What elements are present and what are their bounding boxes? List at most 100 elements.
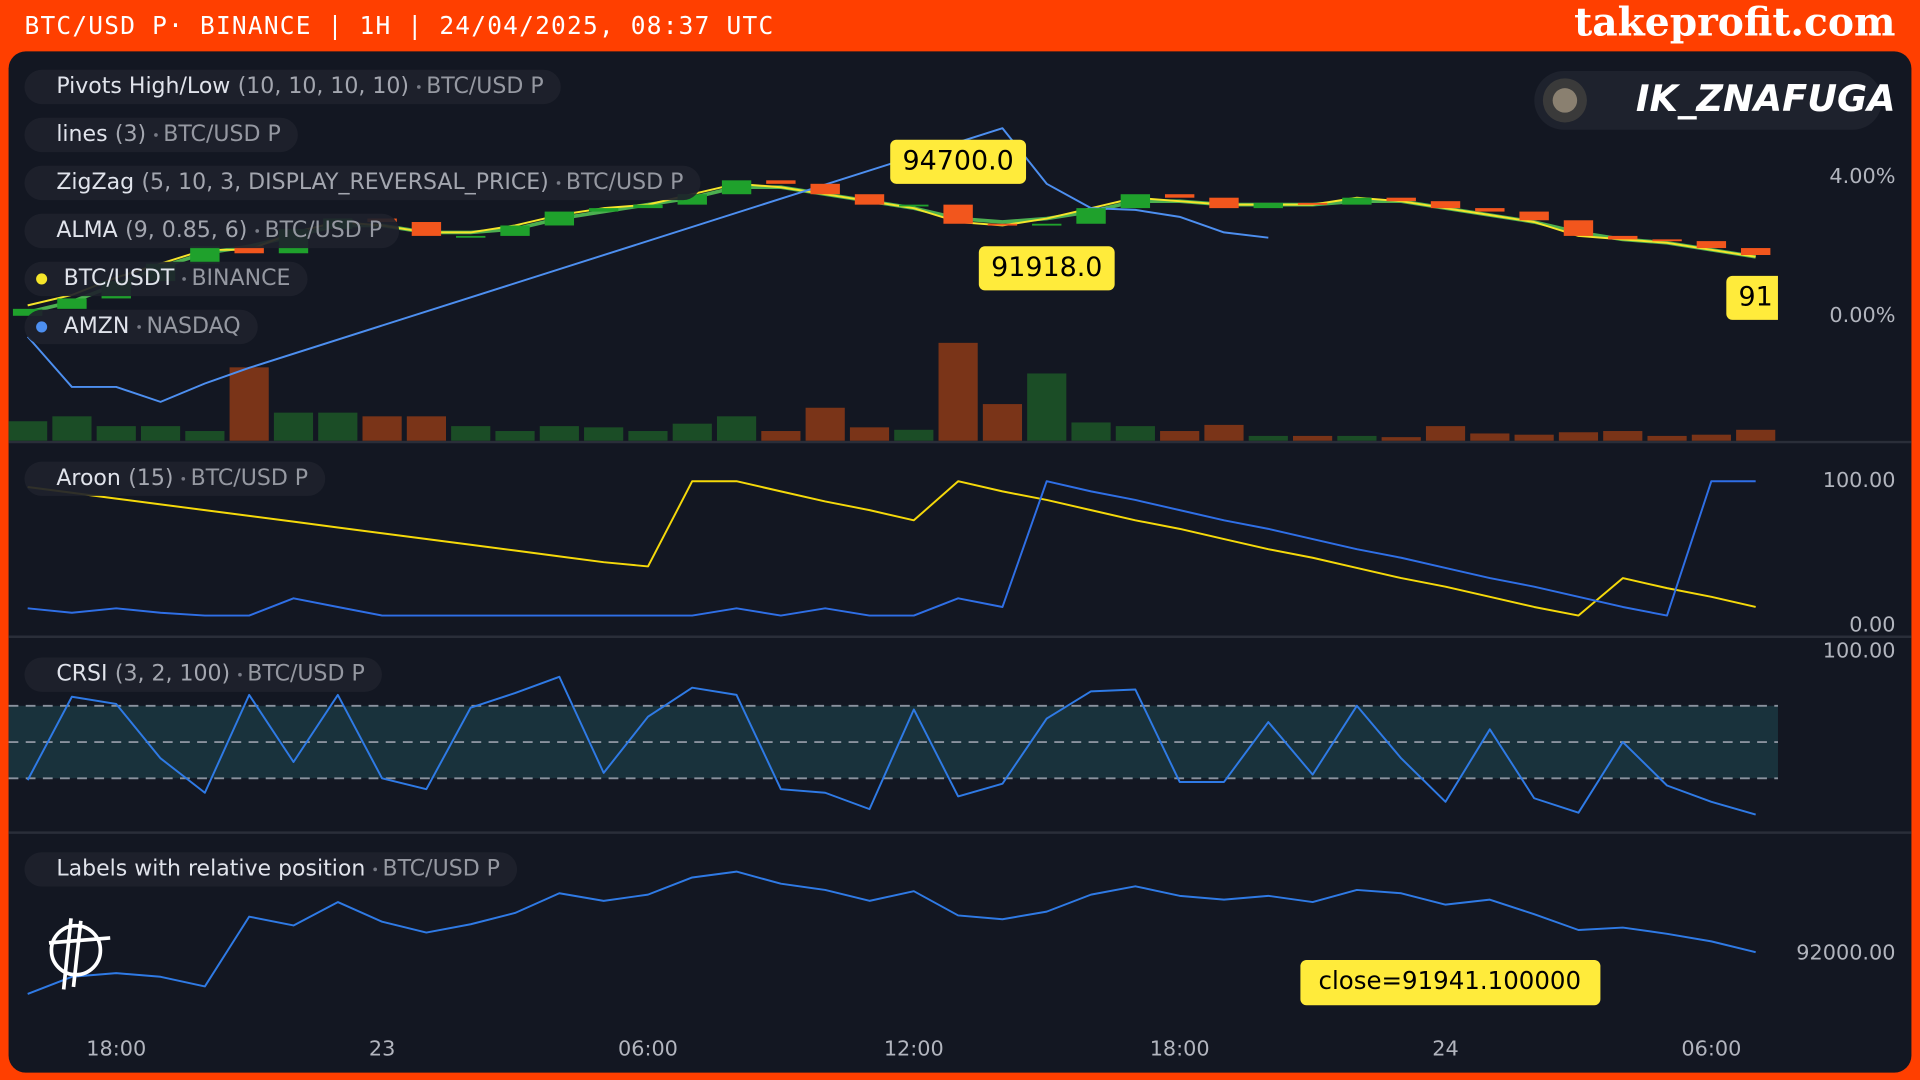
volume-bar: [1425, 426, 1466, 441]
candle: [411, 222, 442, 236]
legend-pill: [24, 261, 308, 297]
legend-pill: [24, 461, 326, 496]
pivot-label-box: [890, 139, 1027, 184]
legend-args: (15): [128, 466, 173, 491]
legend-name: AMZN: [64, 314, 130, 339]
candle: [1076, 208, 1106, 224]
legend-separator: [137, 325, 141, 329]
volume-bar: [273, 412, 314, 441]
candle: [1430, 201, 1461, 209]
volume-bar: [185, 431, 225, 441]
candle: [1032, 223, 1062, 226]
volume-bar: [1293, 435, 1333, 441]
legend-source: BTC/USD P: [163, 122, 280, 147]
y-tick-label: 100.00: [1823, 468, 1896, 492]
legend-args: (3): [115, 122, 146, 147]
close-label-box: [1300, 960, 1601, 1006]
volume-bar: [1736, 429, 1776, 441]
chart-area: [8, 51, 1912, 1073]
volume-bar: [140, 426, 181, 441]
volume-bar: [1071, 422, 1111, 441]
volume-bar: [451, 426, 491, 441]
brand: takeprofit.com: [1574, 0, 1895, 46]
pivot-label: 94700.0: [902, 145, 1013, 176]
legend-pill: [24, 165, 701, 201]
volume-bar: [938, 342, 978, 441]
legend-pill: [24, 309, 258, 345]
legend-separator: [373, 867, 377, 872]
logo-stroke: [71, 920, 83, 988]
volume-bar: [1248, 435, 1288, 441]
labels-plot: [27, 870, 1756, 995]
candle: [854, 194, 885, 205]
legend-separator: [255, 229, 260, 233]
volume-bar: [52, 416, 92, 441]
candle: [987, 223, 1018, 226]
x-tick-label: 06:00: [1681, 1036, 1741, 1060]
legend-item: ALMA (9, 0.85, 6) BTC/USD P: [24, 213, 400, 249]
candle: [899, 204, 929, 207]
candle: [810, 183, 840, 195]
y-tick-label: 4.00%: [1829, 164, 1895, 188]
x-tick-label: 12:00: [884, 1036, 944, 1060]
legend-separator: [181, 476, 186, 481]
legend-name: Pivots High/Low: [56, 74, 230, 99]
volume-bar: [406, 416, 447, 441]
volume-bar: [1337, 435, 1377, 441]
legend-separator: [238, 672, 242, 677]
legend-source: BTC/USD P: [265, 218, 382, 243]
volume-bar: [539, 426, 579, 441]
legend-pill: [24, 69, 561, 105]
candle: [1297, 202, 1328, 205]
volume-bar: [495, 431, 535, 441]
legend-source: BTC/USD P: [383, 856, 500, 881]
user-name: IK_ZNAFUGA: [1636, 77, 1896, 120]
candle: [1563, 220, 1594, 236]
volume-bar: [628, 431, 668, 441]
candle: [1740, 248, 1771, 256]
volume-bar: [1381, 437, 1421, 441]
volume-bar: [849, 427, 890, 441]
legend-item: lines (3) BTC/USD P: [24, 117, 298, 153]
x-tick-label: 23: [369, 1036, 395, 1060]
indicator-line: [27, 870, 1756, 995]
legend-separator: [154, 133, 158, 137]
legend-item: Labels with relative position BTC/USD P: [24, 852, 518, 887]
plots: 18:00 23 06:00 12:00 18:00 24 06:00 4.00% 0.00% 9…: [8, 69, 1896, 1060]
legend-args: (3, 2, 100): [115, 662, 230, 687]
volume-bar: [8, 421, 48, 441]
x-tick-label: 18:00: [1150, 1036, 1210, 1060]
y-tick-label: 0.00: [1849, 613, 1895, 637]
avatar-detail: [1552, 88, 1578, 113]
candle: [1608, 235, 1638, 240]
candle: [1652, 239, 1682, 242]
volume-bar: [982, 404, 1023, 441]
volume-bar: [584, 427, 624, 441]
legend-name: Labels with relative position: [56, 856, 365, 881]
crsi-plot: [8, 675, 1778, 816]
volume-bar: [362, 416, 402, 441]
volume-bar: [672, 423, 712, 441]
volume-bar: [318, 412, 358, 441]
x-tick-label: 18:00: [86, 1036, 146, 1060]
legend-name: Aroon: [56, 466, 121, 491]
volume-bar: [1603, 431, 1643, 441]
volume-bar: [761, 431, 801, 441]
candle: [1164, 194, 1195, 198]
legend-pill: [24, 852, 518, 887]
candle: [766, 180, 796, 184]
volume-bar: [1647, 435, 1687, 441]
candle: [677, 194, 707, 205]
y-tick-label: 0.00%: [1829, 303, 1895, 327]
candle: [57, 298, 87, 309]
volume-bar: [1204, 424, 1244, 441]
legend-item: Pivots High/Low (10, 10, 10, 10) BTC/USD P: [24, 69, 561, 105]
indicator-line: [27, 480, 1756, 617]
legend-item: CRSI (3, 2, 100) BTC/USD P: [24, 657, 382, 692]
x-tick-label: 06:00: [618, 1036, 678, 1060]
legend-pill: [24, 117, 298, 153]
candle: [721, 180, 752, 195]
logo-stroke: [48, 936, 111, 945]
aroon-plot: [27, 480, 1756, 617]
